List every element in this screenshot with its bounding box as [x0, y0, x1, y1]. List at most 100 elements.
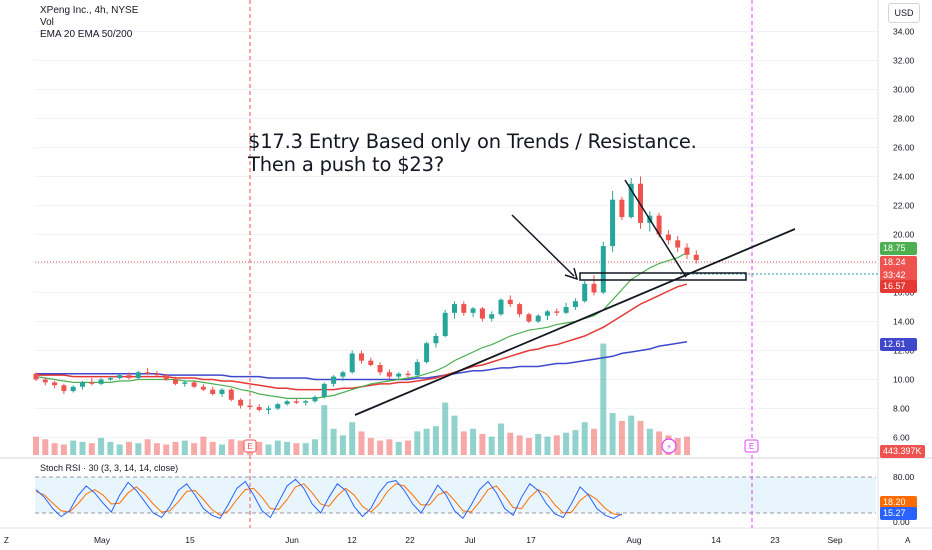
candle-body [284, 401, 290, 405]
candle-body [89, 382, 95, 384]
volume-bar [144, 439, 151, 455]
volume-bar [684, 436, 690, 455]
event-icon[interactable] [744, 439, 759, 453]
time-tick-label: 22 [405, 535, 415, 545]
volume-bar [377, 440, 384, 455]
time-tick-label: 15 [185, 535, 195, 545]
annotation-line-1: $17.3 Entry Based only on Trends / Resis… [248, 130, 697, 153]
candle-body [675, 240, 681, 248]
candle-body [145, 372, 151, 374]
last-price-value: 18.24 [883, 257, 906, 267]
candle-body [582, 283, 588, 302]
price-tick-label: 28.00 [893, 114, 915, 124]
volume-bar [628, 415, 635, 455]
volume-bar [386, 439, 393, 455]
volume-bar [442, 402, 449, 455]
candle-body [275, 404, 281, 409]
time-tick-label: Sep [827, 535, 842, 545]
candle-body [107, 378, 113, 380]
volume-bar [163, 444, 170, 455]
candle-body [303, 401, 309, 403]
volume-bar [544, 436, 551, 455]
candle-body [173, 379, 178, 384]
candle-body [545, 311, 550, 316]
candle-body [535, 315, 541, 322]
candle-body [154, 373, 160, 376]
candle-body [600, 246, 606, 293]
currency-button[interactable]: USD [888, 3, 920, 23]
volume-bar [637, 420, 644, 455]
time-axis-labels: May 15 Jun 12 22 Jul 17 Aug 14 23 Sep [94, 535, 843, 545]
candle-body [442, 312, 448, 336]
volume-bar [423, 428, 430, 455]
tz-icon[interactable]: Z [4, 536, 9, 545]
volume-bar [33, 436, 39, 455]
candle-body [405, 373, 411, 376]
price-tick-label: 34.00 [893, 27, 915, 37]
volume-bar [237, 440, 244, 455]
volume-bar [42, 439, 49, 455]
volume-bars [33, 343, 690, 455]
candle-body [433, 336, 439, 344]
volume-bar [600, 343, 607, 455]
price-tick-label: 6.00 [893, 433, 910, 443]
annotation-text[interactable]: $17.3 Entry Based only on Trends / Resis… [248, 130, 697, 176]
candle-body [396, 373, 402, 377]
candle-body [312, 396, 318, 402]
last-price-badge: 18.24 33:42 [880, 256, 917, 282]
volume-bar [191, 443, 198, 455]
volume-bar [535, 434, 542, 455]
volume-bar [451, 415, 458, 455]
time-tick-label: 23 [770, 535, 780, 545]
volume-bar [200, 436, 207, 455]
candle-body [628, 183, 634, 218]
volume-bar [460, 431, 467, 455]
candle-body [693, 254, 699, 261]
candle-body [349, 353, 355, 373]
price-tick-label: 8.00 [893, 404, 910, 414]
time-tick-label: 14 [711, 535, 721, 545]
candle-body [424, 343, 430, 363]
legend-symbol[interactable]: XPeng Inc., 4h, NYSE [40, 5, 139, 16]
legend-ema[interactable]: EMA 20 EMA 50/200 [40, 29, 133, 40]
candle-body [470, 308, 476, 313]
candle-body [70, 386, 76, 392]
volume-bar [181, 440, 188, 455]
volume-bar [405, 440, 411, 455]
volume-bar [498, 423, 504, 455]
stoch-k-badge: 15.27 [880, 507, 917, 520]
time-tick-label: May [94, 535, 111, 545]
volume-bar [395, 441, 402, 455]
event-icon-glyph: E [749, 442, 754, 451]
ema-lines [35, 252, 688, 399]
earnings-icon[interactable] [243, 439, 257, 453]
candle-body [42, 379, 48, 383]
volume-bar [479, 434, 486, 455]
candle-body [126, 375, 132, 379]
stoch-rsi-legend[interactable]: Stoch RSI · 30 (3, 3, 14, 14, close) [40, 463, 179, 473]
candle-body [33, 373, 39, 380]
stoch-tick-label: 0.00 [893, 517, 910, 527]
time-tick-label: 17 [526, 535, 536, 545]
volume-bar [88, 443, 95, 455]
volume-bar [414, 431, 421, 455]
stoch-tick-label: 80.00 [893, 472, 915, 482]
candle-body [135, 372, 141, 379]
volume-bar [470, 428, 477, 455]
volume-badge: 443.397K [880, 445, 925, 458]
volume-bar [219, 444, 225, 455]
volume-bar [591, 428, 597, 455]
lightning-icon[interactable] [661, 438, 677, 454]
auto-scale-button[interactable]: A [905, 536, 911, 545]
candle-body [563, 307, 569, 313]
time-tick-label: Aug [626, 535, 641, 545]
ema200-line [36, 340, 688, 381]
candle-body [591, 283, 597, 293]
grid [35, 31, 878, 438]
volume-bar [60, 444, 67, 455]
price-axis-labels: 34.00 32.00 30.00 28.00 26.00 24.00 22.00 20.00… [893, 27, 915, 443]
volume-bar [358, 431, 365, 455]
legend-volume[interactable]: Vol [40, 17, 54, 28]
volume-bar [656, 431, 663, 455]
